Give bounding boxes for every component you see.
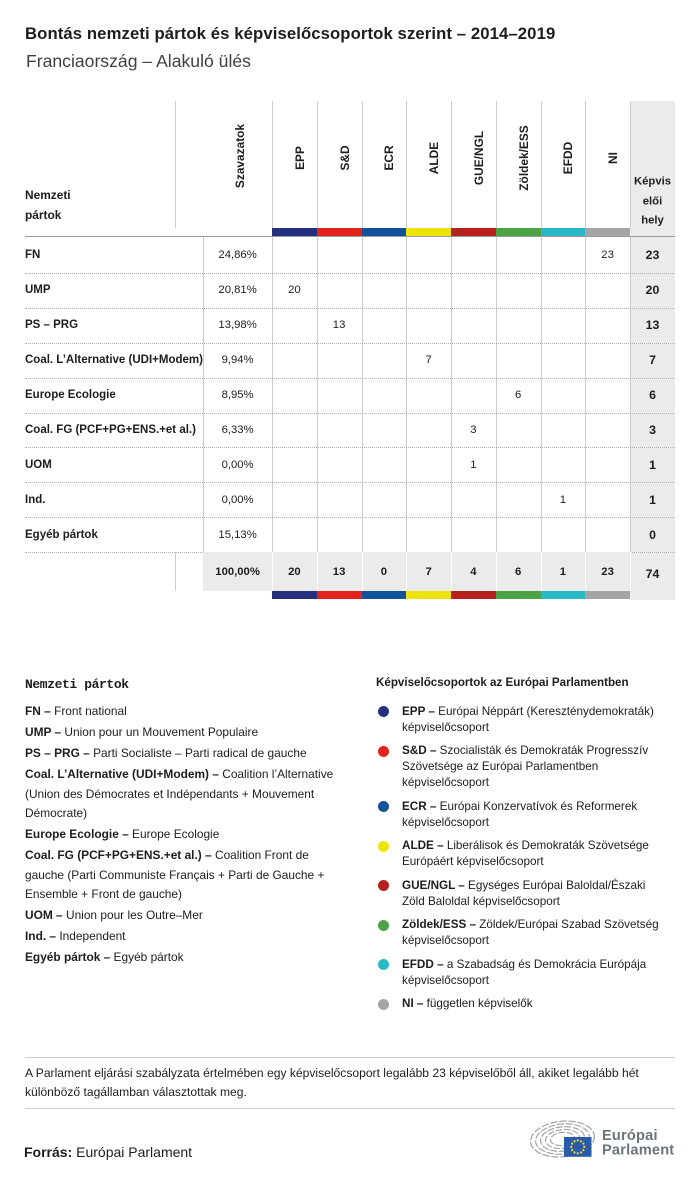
svg-text:Parlament: Parlament bbox=[602, 1143, 674, 1159]
svg-text:Európai: Európai bbox=[602, 1128, 658, 1144]
